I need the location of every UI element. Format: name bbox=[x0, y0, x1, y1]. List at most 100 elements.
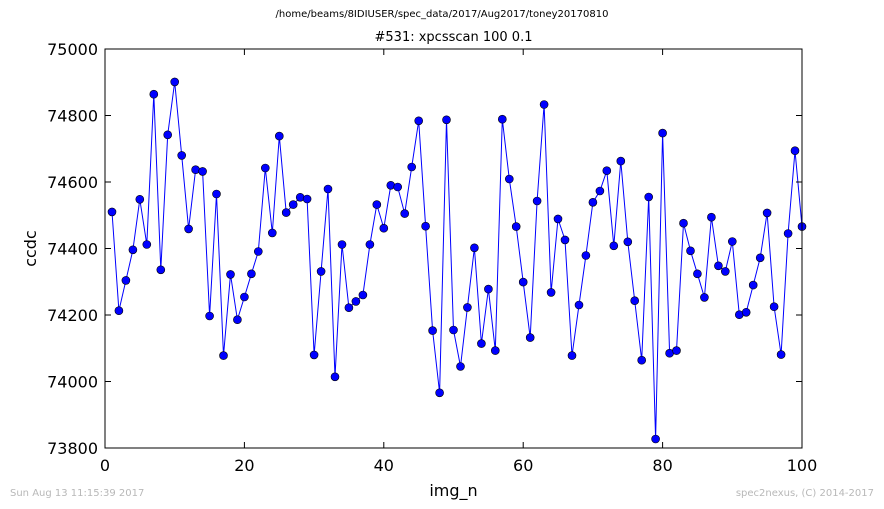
axis-ticks: 0 20 40 60 80 100 73800 74000 74200 74400 74600 748… bbox=[47, 40, 817, 475]
data-point bbox=[707, 212, 716, 222]
data-point bbox=[212, 189, 221, 199]
data-point bbox=[428, 326, 437, 335]
x-tick-label: 100 bbox=[787, 456, 818, 475]
data-point bbox=[351, 297, 361, 306]
figure-supertitle: /home/beams/8IDIUSER/spec_data/2017/Aug2… bbox=[275, 9, 609, 20]
data-point bbox=[400, 209, 410, 218]
x-tick-label: 60 bbox=[513, 456, 533, 475]
y-axis-label: ccdc bbox=[21, 230, 40, 267]
data-point bbox=[226, 270, 235, 279]
data-point bbox=[302, 194, 312, 204]
data-point bbox=[748, 280, 758, 290]
data-point bbox=[184, 224, 193, 234]
data-point bbox=[477, 339, 486, 348]
data-point bbox=[198, 167, 207, 176]
series-layer bbox=[107, 77, 807, 444]
data-point bbox=[393, 182, 403, 192]
data-point bbox=[365, 240, 375, 249]
data-point bbox=[274, 131, 284, 141]
y-tick-label: 74400 bbox=[47, 240, 98, 259]
data-point bbox=[407, 162, 417, 172]
data-point bbox=[700, 293, 709, 302]
data-point bbox=[114, 306, 124, 316]
data-point bbox=[233, 315, 242, 325]
data-point bbox=[609, 241, 619, 251]
data-point bbox=[630, 296, 640, 306]
y-tick-label: 73800 bbox=[47, 439, 98, 458]
data-point bbox=[177, 151, 186, 160]
data-point bbox=[219, 351, 228, 360]
data-point bbox=[344, 303, 354, 313]
data-point bbox=[595, 186, 605, 196]
data-point bbox=[121, 276, 131, 285]
data-point bbox=[142, 240, 152, 249]
data-point bbox=[769, 302, 779, 312]
data-point bbox=[623, 237, 633, 247]
data-point bbox=[442, 115, 451, 125]
data-point bbox=[755, 253, 765, 263]
data-point bbox=[490, 346, 500, 355]
data-point bbox=[539, 100, 549, 109]
data-point bbox=[128, 245, 138, 255]
data-point bbox=[679, 218, 688, 228]
data-point bbox=[205, 311, 214, 321]
data-point bbox=[309, 350, 319, 360]
data-point bbox=[727, 237, 737, 246]
data-point bbox=[170, 77, 179, 87]
data-point bbox=[651, 434, 660, 444]
chart-title: #531: xpcsscan 100 0.1 bbox=[374, 30, 533, 45]
data-point bbox=[372, 200, 382, 209]
data-point bbox=[456, 362, 465, 371]
data-point bbox=[644, 192, 654, 202]
data-point bbox=[616, 156, 626, 166]
x-tick-label: 0 bbox=[100, 456, 110, 475]
data-point bbox=[658, 128, 667, 138]
data-point bbox=[240, 292, 249, 302]
data-point bbox=[741, 307, 751, 317]
plot-frame bbox=[104, 48, 803, 449]
data-point bbox=[484, 284, 493, 294]
data-point bbox=[581, 251, 591, 260]
data-point bbox=[330, 372, 340, 382]
data-point bbox=[693, 269, 702, 279]
data-point bbox=[421, 221, 430, 231]
x-tick-label: 80 bbox=[652, 456, 672, 475]
data-point bbox=[449, 325, 458, 335]
y-tick-label: 74800 bbox=[47, 107, 98, 126]
data-point bbox=[191, 165, 200, 174]
data-point bbox=[470, 243, 479, 253]
data-point bbox=[686, 246, 695, 256]
data-point bbox=[358, 290, 368, 300]
data-point bbox=[504, 174, 514, 184]
data-point bbox=[281, 208, 291, 217]
data-point bbox=[532, 196, 542, 206]
data-point bbox=[525, 333, 535, 342]
data-point bbox=[323, 184, 333, 194]
data-point bbox=[337, 240, 347, 249]
data-point bbox=[135, 195, 145, 204]
data-point bbox=[588, 198, 598, 207]
data-point bbox=[379, 223, 389, 233]
data-point bbox=[574, 300, 584, 310]
data-point bbox=[149, 89, 159, 99]
data-point bbox=[762, 208, 772, 218]
data-point bbox=[776, 350, 786, 359]
x-tick-label: 20 bbox=[234, 456, 254, 475]
credit-footer: spec2nexus, (C) 2014-2017 bbox=[735, 488, 874, 499]
data-point bbox=[637, 355, 647, 365]
x-tick-label: 40 bbox=[374, 456, 394, 475]
data-point bbox=[156, 265, 166, 275]
data-point bbox=[316, 267, 326, 276]
data-point bbox=[567, 351, 577, 360]
data-point bbox=[163, 130, 172, 140]
y-tick-label: 74600 bbox=[47, 173, 98, 192]
data-point bbox=[497, 114, 507, 124]
data-point bbox=[672, 346, 681, 355]
data-point bbox=[435, 388, 444, 398]
data-point bbox=[546, 288, 556, 297]
data-point bbox=[267, 228, 277, 238]
y-tick-label: 74200 bbox=[47, 306, 98, 325]
data-point bbox=[553, 214, 563, 224]
y-tick-label: 74000 bbox=[47, 373, 98, 392]
